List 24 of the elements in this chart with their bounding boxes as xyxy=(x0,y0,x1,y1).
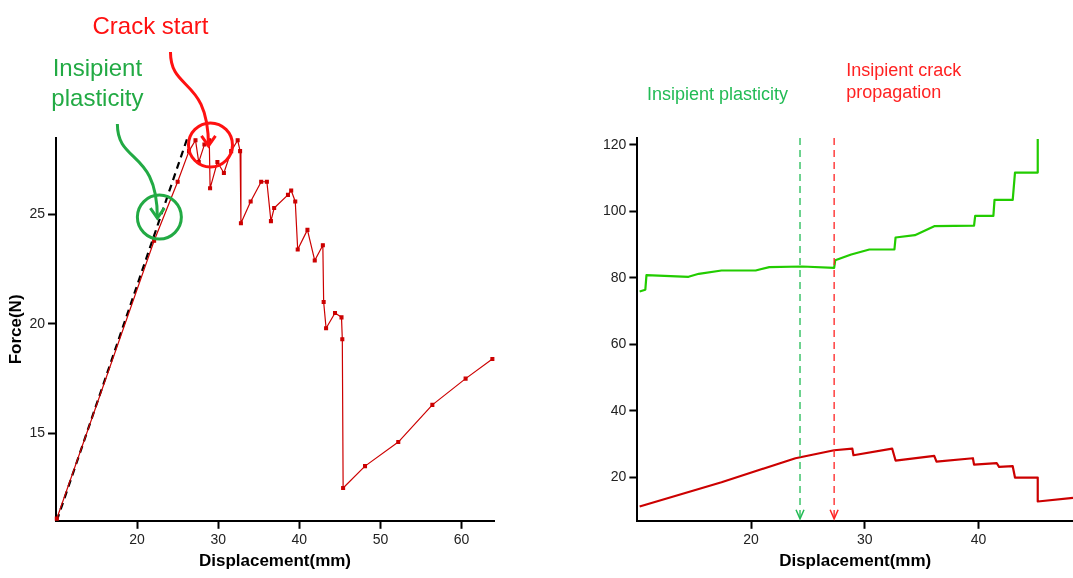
ref-line-label: Insipient crack propagation xyxy=(846,60,963,102)
x-tick-label: 40 xyxy=(970,531,987,548)
x-tick-label: 50 xyxy=(372,531,389,548)
x-tick-label: 30 xyxy=(210,531,227,548)
ref-line-label: Insipient plasticity xyxy=(646,84,789,104)
y-tick-label: 15 xyxy=(29,424,46,441)
x-axis-title: Displacement(mm) xyxy=(198,551,352,571)
x-tick-label: 20 xyxy=(743,531,760,548)
y-tick-label: 40 xyxy=(610,401,627,418)
y-tick-label: 80 xyxy=(610,268,627,285)
x-tick-label: 30 xyxy=(857,531,873,548)
x-axis-title: Displacement(mm) xyxy=(779,551,932,571)
y-axis-title: Force(N) xyxy=(5,294,25,365)
y-tick-label: 25 xyxy=(29,205,46,222)
y-tick-label: 100 xyxy=(603,202,627,219)
x-tick-label: 40 xyxy=(291,531,308,548)
y-tick-label: 20 xyxy=(610,468,627,485)
x-tick-label: 60 xyxy=(453,531,470,548)
annotation: Insipient plasticity xyxy=(51,54,144,112)
x-tick-label: 20 xyxy=(129,531,146,548)
annotation: Crack start xyxy=(92,11,209,39)
y-tick-label: 120 xyxy=(603,135,627,152)
y-tick-label: 60 xyxy=(610,335,627,352)
y-tick-label: 20 xyxy=(29,314,46,331)
